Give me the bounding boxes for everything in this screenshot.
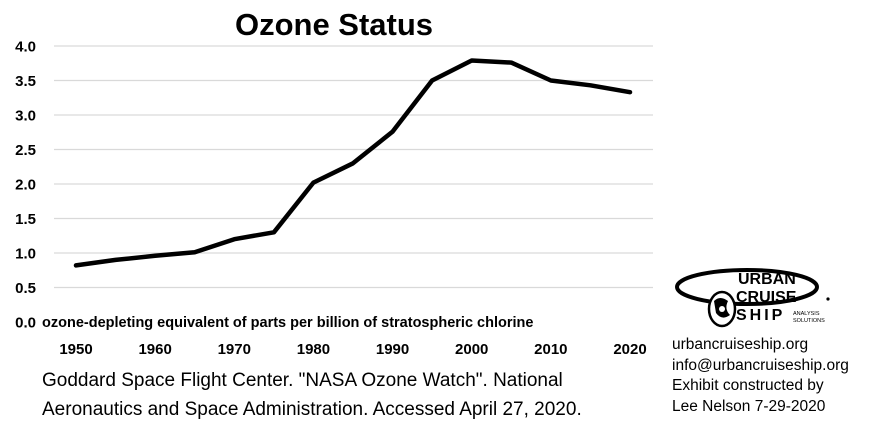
axis-annotation: ozone-depleting equivalent of parts per … [42,315,533,331]
x-tick-label: 2000 [455,341,488,358]
y-tick-label: 1.0 [15,246,36,263]
website-text: urbancruiseship.org [672,336,809,353]
urban-cruise-ship-logo: URBAN CRUISE SHIP ANALYSIS SOLUTIONS [672,266,832,332]
x-tick-label: 1970 [218,341,251,358]
y-tick-label: 0.5 [15,280,36,297]
x-tick-label: 1950 [59,341,92,358]
logo-mark: URBAN CRUISE SHIP ANALYSIS SOLUTIONS [675,268,830,328]
source-citation: Goddard Space Flight Center. "NASA Ozone… [42,366,582,424]
credit-line-1: Exhibit constructed by [672,377,824,394]
email-text: info@urbancruiseship.org [672,356,849,374]
x-tick-label: 1990 [376,341,409,358]
source-line-2: Aeronautics and Space Administration. Ac… [42,399,582,420]
y-tick-label: 3.5 [15,73,36,90]
x-axis-ticks: 1950 1960 1970 1980 1990 2000 2010 2020 [59,341,646,358]
logo-word-ship: SHIP [736,307,785,324]
x-tick-label: 1980 [297,341,330,358]
y-tick-label: 2.0 [15,177,36,194]
y-tick-label: 4.0 [15,39,36,56]
contact-block: urbancruiseship.org info@urbancruiseship… [672,335,849,417]
y-tick-label: 2.5 [15,142,36,159]
source-line-1: Goddard Space Flight Center. "NASA Ozone… [42,370,563,391]
logo-word-urban: URBAN [738,271,796,288]
y-tick-label: 3.0 [15,108,36,125]
x-tick-label: 1960 [138,341,171,358]
x-tick-label: 2010 [534,341,567,358]
y-tick-label: 1.5 [15,211,36,228]
y-tick-label: 0.0 [15,315,36,332]
logo-tagline-analysis: ANALYSIS [793,311,820,317]
logo-tagline-solutions: SOLUTIONS [793,318,825,324]
chart-title: Ozone Status [235,7,433,42]
logo-word-cruise: CRUISE [736,289,797,306]
series-line [73,58,633,268]
credit-line-2: Lee Nelson 7-29-2020 [672,397,826,415]
x-tick-label: 2020 [613,341,646,358]
y-axis-ticks: 0.0 0.5 1.0 1.5 2.0 2.5 3.0 3.5 4.0 [15,39,36,332]
